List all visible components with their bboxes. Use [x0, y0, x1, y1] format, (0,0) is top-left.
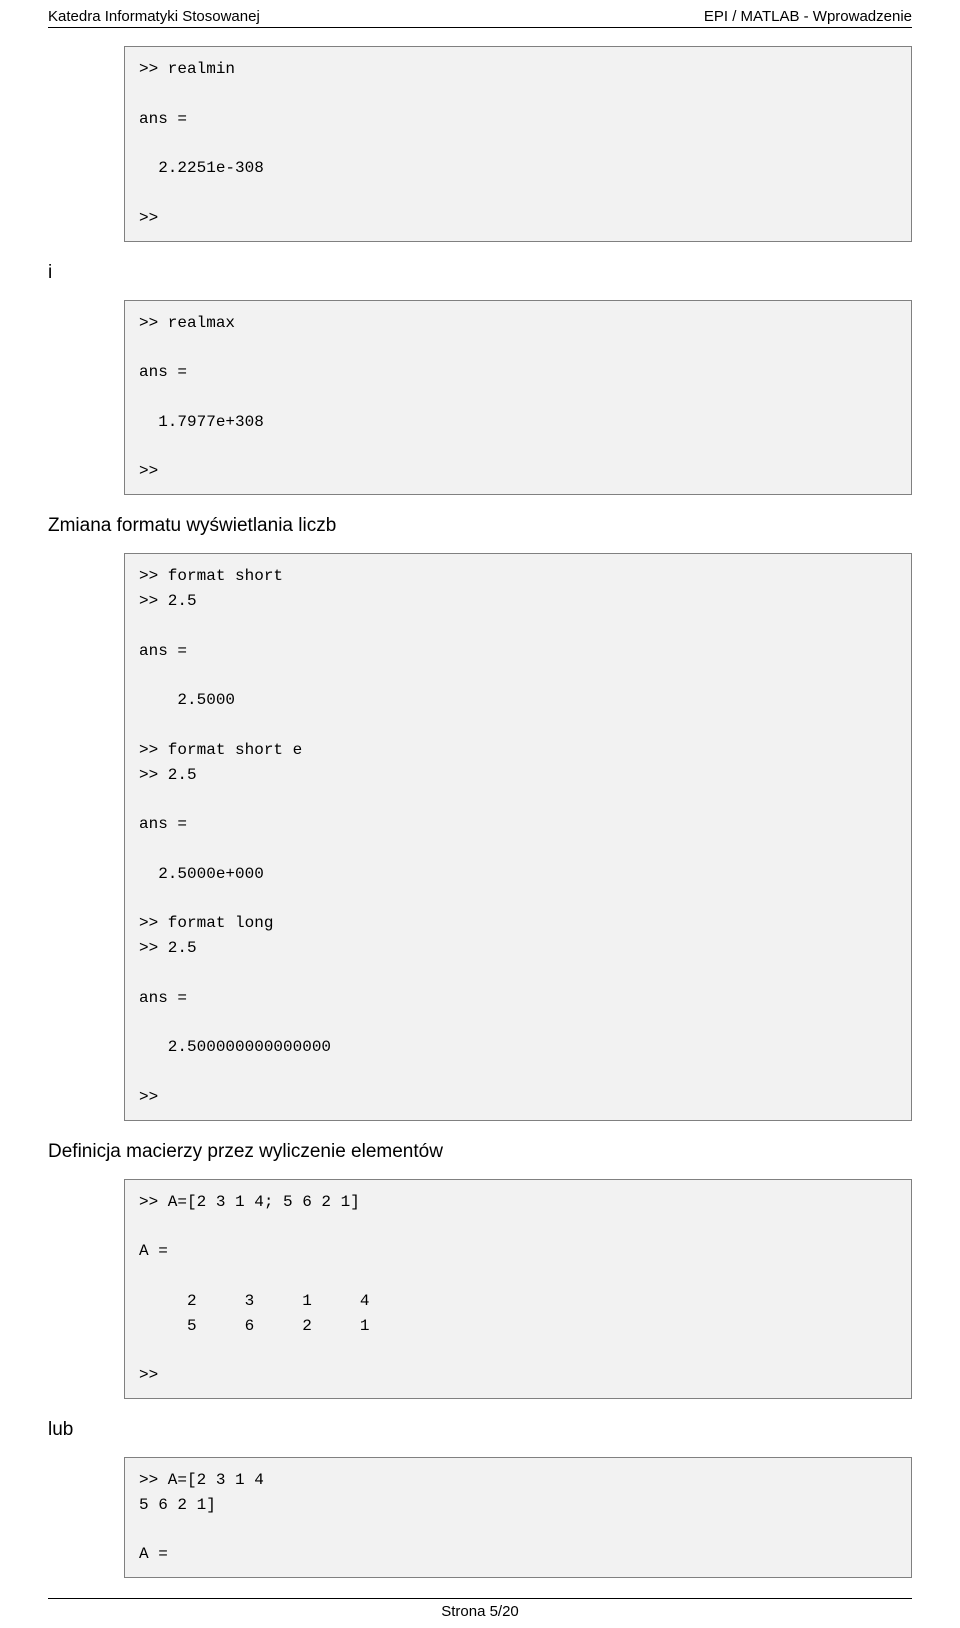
- code-block-realmin: >> realmin ans = 2.2251e-308 >>: [124, 46, 912, 242]
- page-content: >> realmin ans = 2.2251e-308 >> i >> rea…: [0, 28, 960, 1578]
- code-block-matrix-2: >> A=[2 3 1 4 5 6 2 1] A =: [124, 1457, 912, 1578]
- page-header: Katedra Informatyki Stosowanej EPI / MAT…: [0, 0, 960, 27]
- section-heading-matrix: Definicja macierzy przez wyliczenie elem…: [48, 1141, 912, 1163]
- code-block-format: >> format short >> 2.5 ans = 2.5000 >> f…: [124, 553, 912, 1121]
- header-left: Katedra Informatyki Stosowanej: [48, 8, 260, 25]
- page: Katedra Informatyki Stosowanej EPI / MAT…: [0, 0, 960, 1628]
- code-block-realmax: >> realmax ans = 1.7977e+308 >>: [124, 300, 912, 496]
- page-footer: Strona 5/20: [0, 1599, 960, 1628]
- code-block-matrix-1: >> A=[2 3 1 4; 5 6 2 1] A = 2 3 1 4 5 6 …: [124, 1179, 912, 1399]
- section-heading-format: Zmiana formatu wyświetlania liczb: [48, 515, 912, 537]
- label-i: i: [48, 262, 912, 284]
- header-right: EPI / MATLAB - Wprowadzenie: [704, 8, 912, 25]
- label-lub: lub: [48, 1419, 912, 1441]
